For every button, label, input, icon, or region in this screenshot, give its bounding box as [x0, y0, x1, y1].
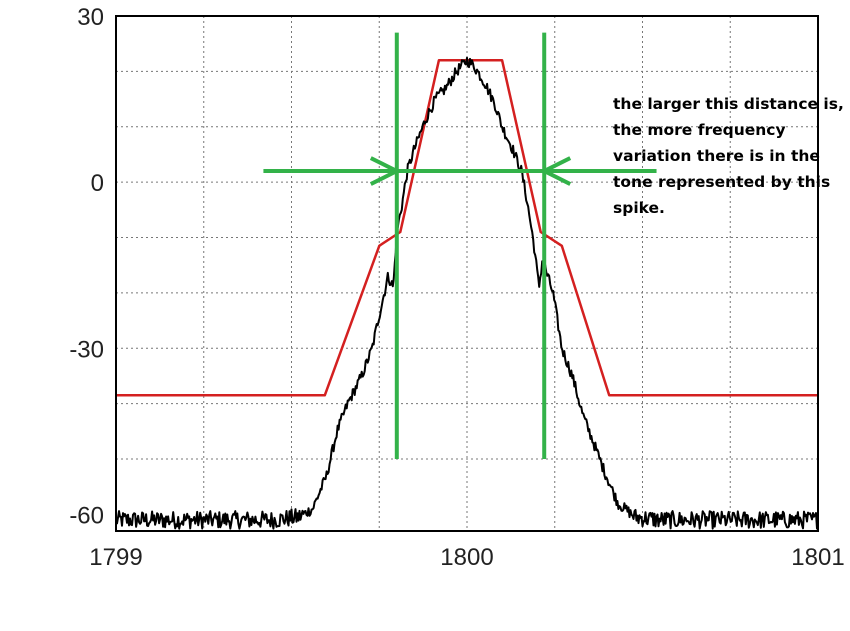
bandwidth-markers — [263, 32, 657, 460]
grid-lines — [116, 16, 818, 531]
arrow-right-icon — [369, 156, 402, 186]
spectrum-line — [115, 56, 819, 530]
y-tick-label: -60 — [69, 502, 104, 529]
plot-frame — [115, 15, 819, 532]
plot-border — [115, 15, 819, 532]
y-tick-label: 30 — [77, 4, 104, 31]
tick-labels: 30 0 -30 -60 1799 1800 1801 — [69, 4, 844, 571]
arrow-left-icon — [539, 156, 572, 186]
annotation-text: the larger this distance is, the more fr… — [613, 95, 844, 217]
x-tick-label: 1800 — [440, 544, 493, 571]
y-tick-label: -30 — [69, 336, 104, 363]
y-tick-label: 0 — [91, 170, 104, 197]
data-series — [115, 56, 819, 530]
x-tick-label: 1801 — [791, 544, 844, 571]
x-tick-label: 1799 — [89, 544, 142, 571]
